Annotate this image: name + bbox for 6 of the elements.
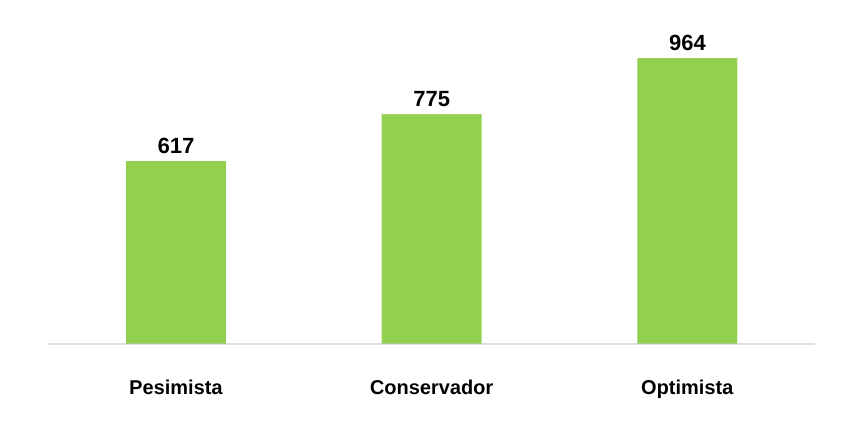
data-label: 775 — [413, 86, 450, 112]
data-label: 617 — [158, 132, 194, 158]
x-tick-label: Optimista — [641, 377, 734, 400]
x-tick-label: Conservador — [370, 377, 494, 400]
x-tick-label: Pesimista — [129, 377, 224, 400]
data-label: 964 — [668, 30, 706, 55]
